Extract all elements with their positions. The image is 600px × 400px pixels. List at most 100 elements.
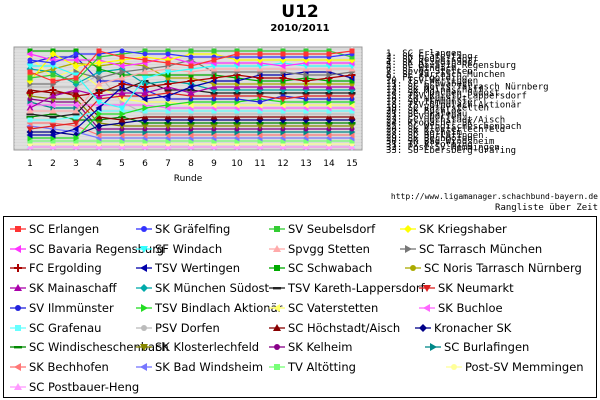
data-point <box>118 89 126 96</box>
x-tick-label: 2 <box>50 159 56 169</box>
data-point <box>50 72 56 78</box>
legend-swatch <box>136 344 152 352</box>
legend-label: SC Erlangen <box>29 222 100 236</box>
final-rank-label: 33. SU Ebersberg-Grafing <box>386 146 516 156</box>
data-point <box>142 138 148 144</box>
legend-marker <box>423 303 430 312</box>
final-rank-label: 26. SK Klosterlechfeld <box>386 125 505 135</box>
x-tick-label: 5 <box>119 159 125 169</box>
data-point <box>141 123 149 130</box>
data-point <box>233 93 241 100</box>
data-point <box>279 65 287 72</box>
legend-swatch <box>136 324 152 331</box>
final-rank-label: 18. TSV Bindlach Aktionär <box>386 101 522 111</box>
data-point <box>142 104 149 112</box>
x-tick-label: 12 <box>277 159 288 169</box>
data-point <box>164 80 172 88</box>
data-point <box>72 107 80 114</box>
legend-label: SF Windach <box>155 241 223 256</box>
x-tick-label: 9 <box>211 159 217 169</box>
legend-marker <box>451 363 457 370</box>
data-point <box>72 120 80 127</box>
series-group <box>26 48 356 151</box>
legend-swatch <box>269 287 285 290</box>
data-point <box>26 126 34 133</box>
legend-swatch <box>269 323 285 331</box>
final-rank-label: 11. SC Schwabach <box>386 79 473 89</box>
data-point <box>72 56 79 64</box>
legend-marker <box>274 363 280 370</box>
data-point <box>141 95 148 103</box>
legend-swatch <box>10 304 26 311</box>
data-point <box>73 78 79 84</box>
data-point <box>280 108 286 114</box>
data-point <box>142 57 148 63</box>
data-point <box>96 66 102 72</box>
final-rank-label: 5. SC Bavaria Regensburg <box>386 61 516 71</box>
data-point <box>72 119 80 122</box>
legend-label: SC Windischeschenbach <box>29 340 169 355</box>
data-point <box>280 48 286 54</box>
data-point <box>302 123 310 130</box>
data-point <box>72 86 80 93</box>
legend-label: SK Bad Windsheim <box>155 359 264 374</box>
data-point <box>210 93 218 100</box>
legend-marker <box>14 264 22 273</box>
data-point <box>73 48 79 54</box>
data-point <box>27 48 33 54</box>
legend-label: SK Bechhofen <box>29 359 109 374</box>
legend-label: SK Mainaschaff <box>29 281 117 296</box>
final-rank-label: 19. SC Vaterstetten <box>386 104 489 114</box>
data-point <box>326 71 333 79</box>
data-point <box>50 78 56 84</box>
x-tick-label: 3 <box>73 159 79 169</box>
data-point <box>256 74 264 82</box>
final-rank-label: 25. SC Windischeschenbach <box>386 122 521 132</box>
final-rank-label: 4. SK Kriegshaber <box>386 58 479 68</box>
data-point <box>142 108 148 114</box>
final-rank-label: 13. SK Mainaschaff <box>386 85 484 95</box>
data-point <box>165 51 171 57</box>
data-point <box>118 62 125 70</box>
data-point <box>303 138 309 144</box>
data-point <box>49 86 57 94</box>
final-rank-label: 32. Post-SV Memmingen <box>386 143 500 153</box>
data-point <box>326 138 332 144</box>
data-point <box>210 123 218 130</box>
data-point <box>188 54 194 60</box>
final-rank-label: 30. SK Bad Windsheim <box>386 137 494 147</box>
data-point <box>49 63 57 70</box>
data-point <box>326 108 332 114</box>
data-point <box>141 83 149 91</box>
legend: SC Erlangen SK Gräfelfing SV Seubelsdorf SK… <box>3 216 597 398</box>
data-point <box>119 51 125 57</box>
legend-label: SC Postbauer-Heng <box>29 379 140 394</box>
series <box>27 48 355 66</box>
data-point <box>73 114 79 120</box>
legend-swatch <box>405 265 421 272</box>
data-point <box>72 92 80 100</box>
data-point <box>234 138 240 144</box>
data-point <box>188 48 194 54</box>
data-point <box>27 69 33 75</box>
legend-label: TSV Wertingen <box>155 261 241 276</box>
data-point <box>96 54 102 60</box>
legend-label: SK Buchloe <box>438 300 503 315</box>
data-point <box>348 93 356 100</box>
source-url: http://www.ligamanager.schachbund-bayern… <box>390 192 598 201</box>
legend-swatch <box>419 285 435 293</box>
legend-marker <box>404 225 412 233</box>
legend-marker <box>141 226 147 232</box>
legend-marker <box>15 226 21 232</box>
legend-label: SK Gräfelfing <box>155 222 231 236</box>
series <box>27 141 355 147</box>
legend-swatch <box>136 362 152 371</box>
legend-marker <box>423 285 431 293</box>
legend-marker <box>141 303 148 312</box>
data-point <box>95 99 103 106</box>
data-point <box>96 74 103 82</box>
legend-swatch <box>446 363 462 370</box>
data-point <box>187 89 195 96</box>
data-point <box>50 117 56 123</box>
final-rank-label: 9. FC Ergolding <box>386 73 467 83</box>
